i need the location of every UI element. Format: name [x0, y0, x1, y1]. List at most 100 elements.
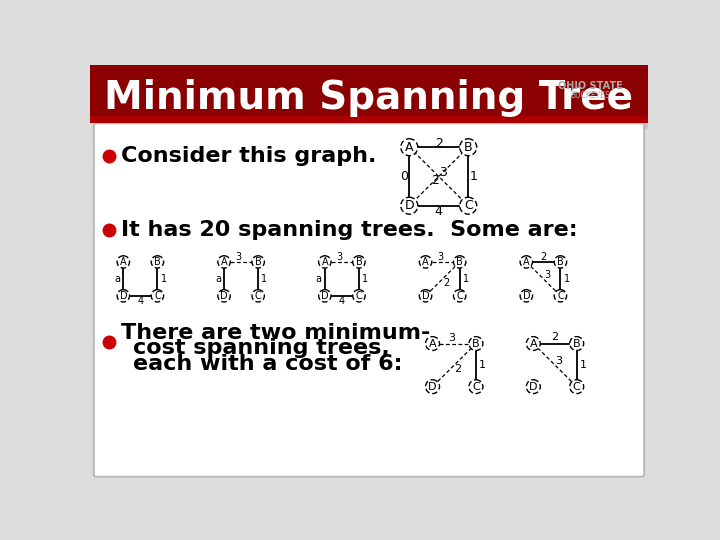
Circle shape — [419, 289, 432, 302]
Text: 3: 3 — [555, 356, 562, 366]
Circle shape — [554, 256, 567, 268]
Circle shape — [319, 289, 331, 302]
Circle shape — [469, 380, 483, 394]
Text: 3: 3 — [449, 333, 456, 343]
Text: There are two minimum-: There are two minimum- — [121, 323, 431, 343]
Circle shape — [526, 336, 540, 350]
Circle shape — [151, 289, 163, 302]
Circle shape — [117, 256, 130, 268]
Text: 2: 2 — [431, 174, 438, 187]
Text: D: D — [321, 291, 328, 301]
Text: 1: 1 — [463, 274, 469, 284]
Circle shape — [454, 256, 466, 268]
Text: 2: 2 — [540, 252, 546, 261]
Text: 2: 2 — [444, 278, 449, 288]
Text: A: A — [422, 257, 429, 267]
Text: 3: 3 — [437, 252, 444, 261]
Text: 1: 1 — [564, 274, 570, 284]
Circle shape — [401, 197, 418, 214]
Circle shape — [520, 256, 533, 268]
Text: BUCKEYES: BUCKEYES — [570, 91, 610, 100]
Text: 1: 1 — [362, 274, 368, 284]
Text: Consider this graph.: Consider this graph. — [121, 146, 377, 166]
Text: D: D — [529, 382, 538, 392]
Text: B: B — [255, 257, 261, 267]
Text: A: A — [405, 141, 413, 154]
Text: C: C — [456, 291, 463, 301]
Text: B: B — [573, 339, 580, 348]
Text: OHIO STATE: OHIO STATE — [557, 82, 622, 91]
Circle shape — [426, 380, 439, 394]
Circle shape — [117, 289, 130, 302]
Text: B: B — [356, 257, 362, 267]
Text: 1: 1 — [469, 170, 477, 183]
Text: 0: 0 — [400, 170, 408, 183]
Circle shape — [469, 336, 483, 350]
Text: Minimum Spanning Tree: Minimum Spanning Tree — [104, 79, 633, 117]
Text: D: D — [422, 291, 429, 301]
Text: B: B — [154, 257, 161, 267]
Text: C: C — [472, 382, 480, 392]
Circle shape — [218, 256, 230, 268]
Circle shape — [554, 289, 567, 302]
Circle shape — [570, 380, 584, 394]
FancyBboxPatch shape — [534, 59, 666, 129]
Text: 1: 1 — [580, 360, 586, 370]
Circle shape — [520, 289, 533, 302]
Text: 3: 3 — [336, 252, 343, 261]
Text: 1: 1 — [261, 274, 267, 284]
Text: C: C — [154, 291, 161, 301]
Text: D: D — [405, 199, 414, 212]
Text: D: D — [523, 291, 530, 301]
Text: D: D — [428, 382, 437, 392]
Text: A: A — [322, 257, 328, 267]
Text: C: C — [356, 291, 362, 301]
Circle shape — [526, 380, 540, 394]
Text: 3: 3 — [438, 166, 446, 179]
Circle shape — [459, 197, 477, 214]
Text: 1: 1 — [479, 360, 486, 370]
Text: B: B — [472, 339, 480, 348]
Circle shape — [353, 256, 365, 268]
Text: C: C — [573, 382, 580, 392]
Circle shape — [570, 336, 584, 350]
Text: cost spanning trees,: cost spanning trees, — [132, 338, 390, 358]
Text: B: B — [557, 257, 564, 267]
Text: a: a — [114, 274, 120, 284]
Circle shape — [252, 256, 264, 268]
Text: C: C — [255, 291, 261, 301]
Text: D: D — [120, 291, 127, 301]
Text: B: B — [456, 257, 463, 267]
Circle shape — [353, 289, 365, 302]
Circle shape — [426, 336, 439, 350]
Text: 2: 2 — [435, 137, 443, 150]
Circle shape — [319, 256, 331, 268]
Text: 3: 3 — [235, 252, 242, 261]
FancyBboxPatch shape — [90, 65, 648, 123]
Circle shape — [459, 139, 477, 156]
Text: A: A — [120, 257, 127, 267]
Text: C: C — [464, 199, 472, 212]
Circle shape — [454, 289, 466, 302]
Text: 4: 4 — [138, 296, 143, 306]
Text: B: B — [464, 141, 472, 154]
Text: D: D — [220, 291, 228, 301]
Text: 3: 3 — [544, 270, 550, 280]
FancyBboxPatch shape — [94, 123, 644, 477]
Circle shape — [401, 139, 418, 156]
Text: 2: 2 — [454, 364, 462, 374]
Circle shape — [419, 256, 432, 268]
Text: A: A — [529, 339, 537, 348]
Text: a: a — [315, 274, 322, 284]
Circle shape — [252, 289, 264, 302]
Text: A: A — [428, 339, 436, 348]
Text: each with a cost of 6:: each with a cost of 6: — [132, 354, 402, 374]
FancyBboxPatch shape — [90, 117, 648, 123]
Text: 1: 1 — [161, 274, 167, 284]
Circle shape — [218, 289, 230, 302]
Text: A: A — [221, 257, 228, 267]
Text: 4: 4 — [435, 205, 443, 218]
Circle shape — [151, 256, 163, 268]
Text: C: C — [557, 291, 564, 301]
Text: 2: 2 — [552, 333, 559, 342]
